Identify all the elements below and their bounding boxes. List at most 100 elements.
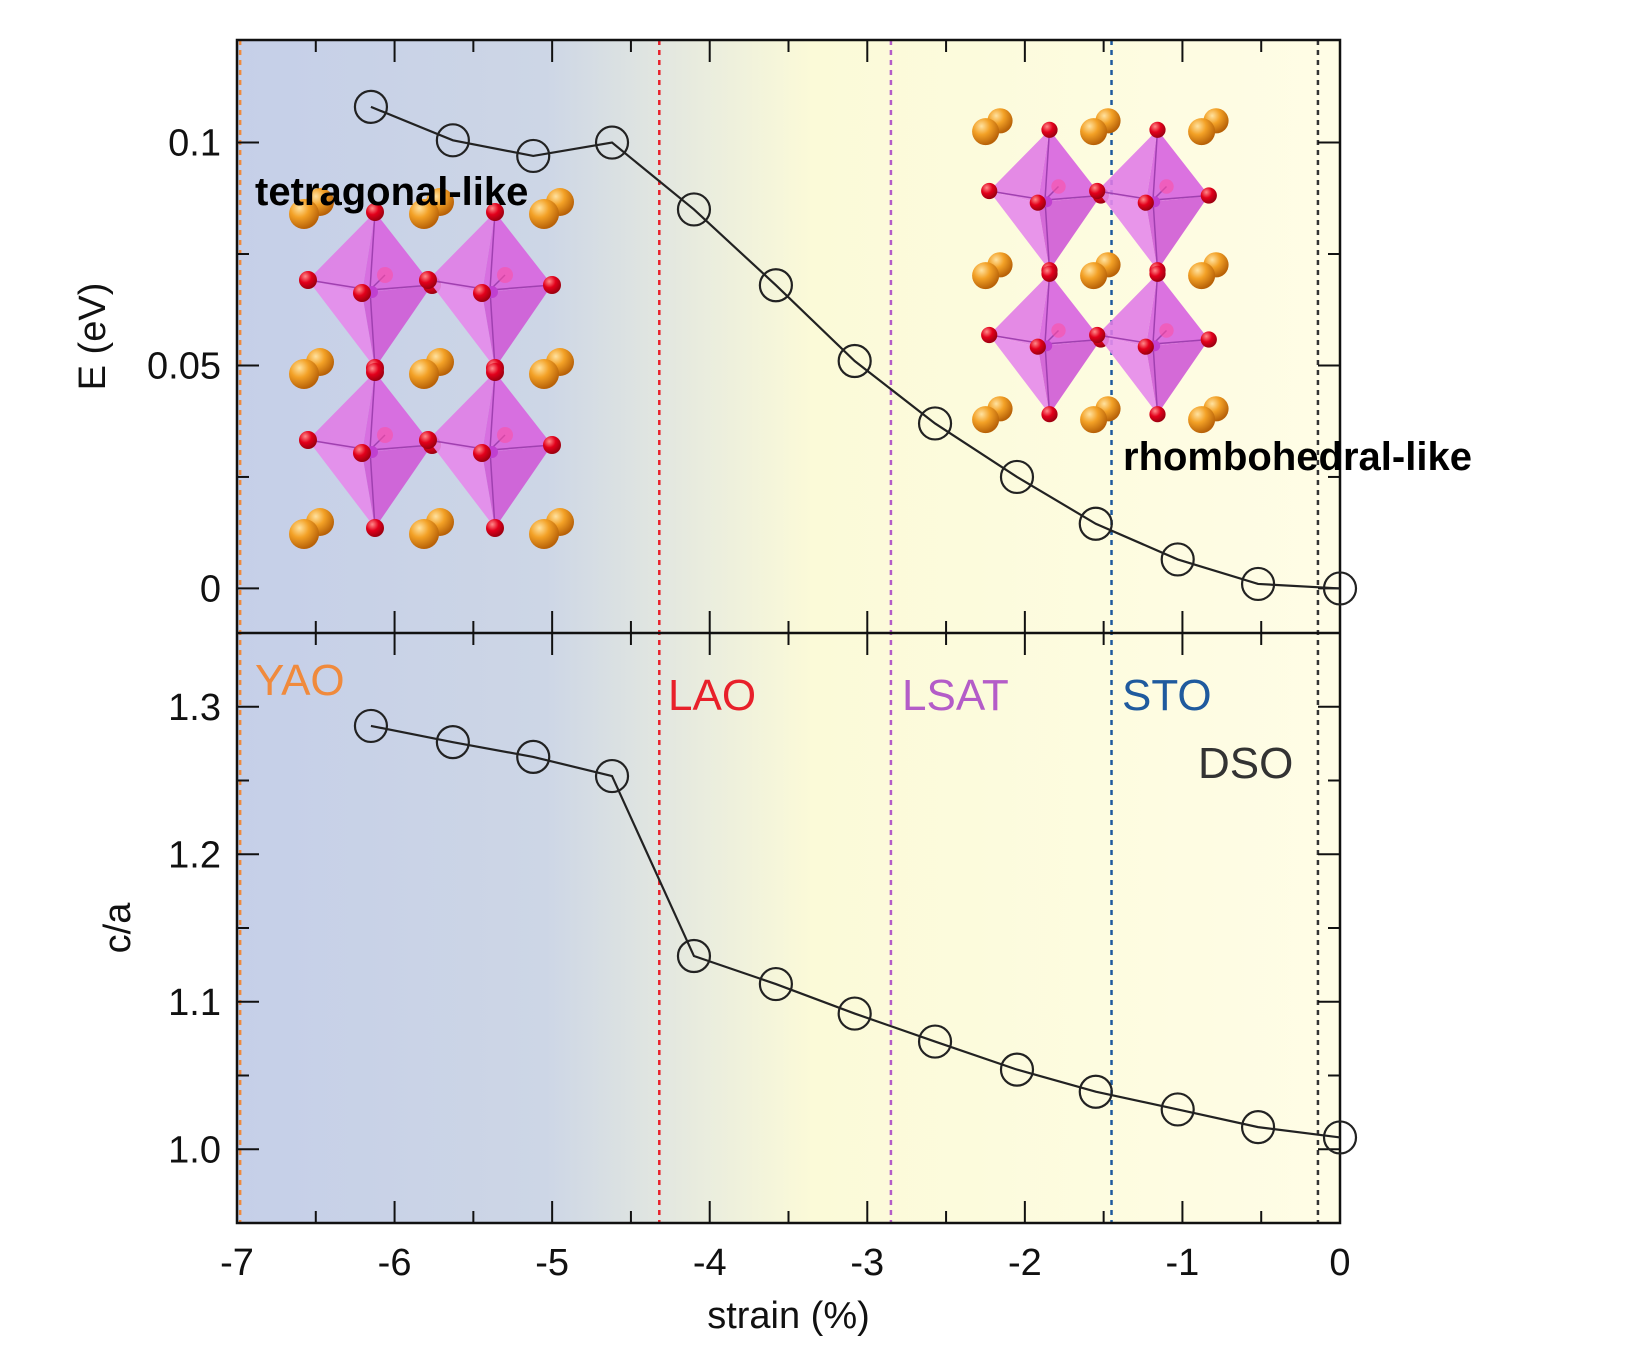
tetragonal-structure-inset bbox=[289, 188, 574, 549]
x-tick-label: -7 bbox=[220, 1242, 254, 1284]
x-tick-label: 0 bbox=[1329, 1242, 1350, 1284]
substrate-label-sto: STO bbox=[1122, 671, 1212, 720]
rhombohedral-structure-inset bbox=[972, 108, 1229, 434]
text-labels: YAO LAO LSAT STO DSO tetragonal-like rhombohed… bbox=[72, 123, 1472, 1337]
octahedron bbox=[299, 203, 441, 377]
data-series bbox=[353, 89, 1358, 1155]
y-axis-title-top: E (eV) bbox=[72, 283, 114, 391]
a-site-atom bbox=[529, 519, 559, 549]
substrate-label-lao: LAO bbox=[668, 671, 756, 720]
data-point bbox=[917, 406, 953, 441]
data-point bbox=[435, 725, 470, 760]
data-point bbox=[516, 138, 551, 174]
a-site-atom bbox=[289, 199, 319, 229]
axes bbox=[235, 38, 1342, 1225]
c-over-a-series bbox=[353, 708, 1358, 1155]
data-point bbox=[837, 343, 872, 379]
oxygen-atom bbox=[473, 284, 491, 302]
oxygen-atom bbox=[1041, 406, 1058, 423]
data-point bbox=[676, 192, 712, 227]
a-site-pair bbox=[289, 188, 334, 229]
a-site-atom bbox=[1188, 406, 1216, 434]
a-site-pair bbox=[1080, 396, 1121, 434]
y-tick-label-bottom: 1.3 bbox=[168, 687, 221, 729]
oxygen-atom bbox=[1200, 331, 1217, 348]
y-tick-label-top: 0.1 bbox=[168, 123, 221, 165]
a-site-atom bbox=[1188, 262, 1216, 290]
a-site-pair bbox=[529, 188, 574, 229]
a-site-pair bbox=[289, 348, 334, 389]
x-tick-label: -2 bbox=[1008, 1242, 1042, 1284]
tetragonal-like-label: tetragonal-like bbox=[255, 170, 528, 214]
a-site-atom bbox=[409, 519, 439, 549]
x-tick-label: -5 bbox=[535, 1242, 569, 1284]
a-site-atom bbox=[1080, 262, 1108, 290]
data-point bbox=[353, 708, 389, 744]
a-site-pair bbox=[529, 348, 574, 389]
oxygen-atom bbox=[1137, 338, 1154, 355]
oxygen-atom bbox=[366, 203, 384, 221]
oxygen-atom bbox=[366, 519, 384, 537]
oxygen-atom bbox=[1200, 187, 1217, 204]
oxygen-atom bbox=[1089, 182, 1106, 200]
a-site-atom bbox=[529, 359, 559, 389]
oxygen-atom bbox=[353, 284, 371, 302]
oxygen-atom bbox=[419, 431, 437, 449]
octahedron bbox=[1089, 121, 1217, 279]
x-tick-label: -3 bbox=[850, 1242, 884, 1284]
oxygen-atom bbox=[497, 267, 513, 283]
data-point bbox=[1160, 1092, 1195, 1127]
data-point bbox=[435, 123, 470, 158]
octahedron bbox=[1089, 265, 1217, 423]
a-site-atom bbox=[1188, 118, 1216, 146]
data-point bbox=[594, 758, 630, 794]
oxygen-atom bbox=[981, 182, 998, 200]
a-site-pair bbox=[1188, 108, 1229, 146]
data-point bbox=[758, 966, 793, 1002]
data-point bbox=[1322, 1120, 1358, 1155]
oxygen-atom bbox=[353, 444, 371, 462]
data-point bbox=[1078, 1074, 1113, 1109]
octahedron bbox=[419, 203, 561, 377]
a-site-pair bbox=[1188, 252, 1229, 290]
substrate-label-dso: DSO bbox=[1198, 739, 1293, 788]
data-point bbox=[676, 938, 712, 974]
energy-series bbox=[353, 89, 1358, 606]
x-axis-title: strain (%) bbox=[707, 1295, 870, 1337]
data-point bbox=[1078, 506, 1113, 541]
a-site-pair bbox=[1188, 396, 1229, 434]
octahedron bbox=[981, 265, 1109, 423]
y-tick-label-top: 0 bbox=[200, 568, 221, 610]
data-point bbox=[999, 459, 1035, 495]
octahedron bbox=[419, 363, 561, 537]
oxygen-atom bbox=[377, 427, 393, 443]
x-tick-label: -6 bbox=[378, 1242, 412, 1284]
a-site-pair bbox=[289, 508, 334, 549]
octahedron bbox=[299, 363, 441, 537]
oxygen-atom bbox=[1149, 265, 1166, 282]
data-point bbox=[1160, 542, 1195, 577]
y-tick-label-bottom: 1.2 bbox=[168, 834, 221, 876]
y-tick-label-bottom: 1.0 bbox=[168, 1129, 221, 1171]
oxygen-atom bbox=[1041, 265, 1058, 282]
oxygen-atom bbox=[543, 276, 561, 294]
oxygen-atom bbox=[1159, 179, 1174, 194]
a-site-atom bbox=[409, 359, 439, 389]
a-site-pair bbox=[409, 508, 454, 549]
oxygen-atom bbox=[1149, 406, 1166, 423]
oxygen-atom bbox=[299, 431, 317, 449]
data-point bbox=[758, 268, 793, 303]
a-site-atom bbox=[972, 262, 1000, 290]
y-axis-title-bottom: c/a bbox=[97, 902, 139, 954]
series-line bbox=[370, 105, 1341, 590]
oxygen-atom bbox=[486, 203, 504, 221]
a-site-atom bbox=[1080, 118, 1108, 146]
y-tick-label-top: 0.05 bbox=[147, 345, 221, 387]
oxygen-atom bbox=[299, 271, 317, 289]
data-point bbox=[1240, 1110, 1276, 1145]
data-point bbox=[1322, 571, 1358, 606]
a-site-pair bbox=[409, 188, 454, 229]
data-point bbox=[837, 996, 872, 1031]
oxygen-atom bbox=[1159, 323, 1174, 338]
